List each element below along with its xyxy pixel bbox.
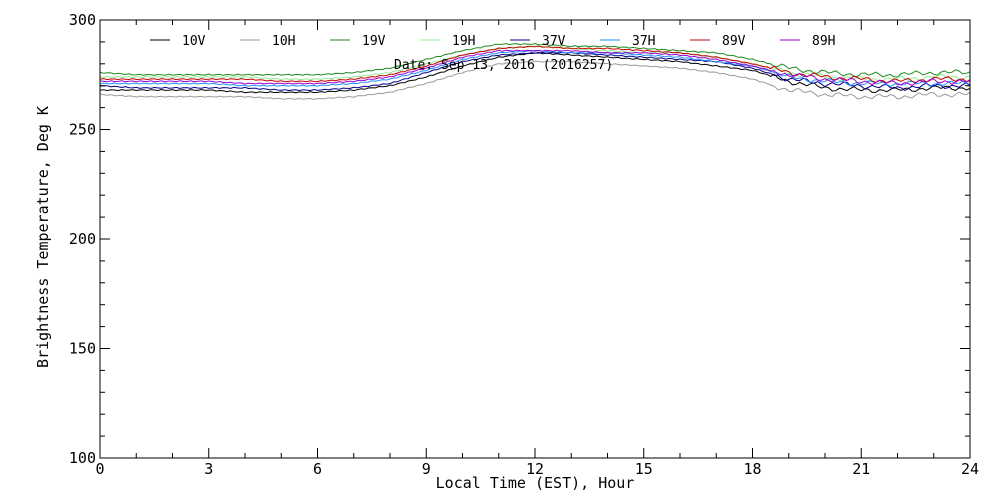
legend-label-10v: 10V (182, 34, 206, 49)
y-tick-label: 100 (69, 449, 96, 467)
legend-label-37v: 37V (542, 34, 566, 49)
x-tick-label: 24 (961, 460, 979, 478)
x-tick-label: 21 (852, 460, 870, 478)
legend-label-19h: 19H (452, 34, 475, 49)
y-tick-label: 250 (69, 121, 96, 139)
series-line-89v (99, 45, 971, 84)
series-line-19v (99, 42, 971, 78)
plot-frame (99, 19, 971, 459)
legend-label-19v: 19V (362, 34, 386, 49)
x-tick-label: 15 (635, 460, 653, 478)
y-tick-label: 150 (69, 340, 96, 358)
axis-ticks (99, 19, 971, 459)
x-axis-title: Local Time (EST), Hour (436, 474, 635, 492)
series-line-10h (99, 60, 971, 100)
x-tick-label: 6 (313, 460, 322, 478)
axis-tick-labels: 0 3 6 9 12 15 18 21 24 100 150 200 250 300 (69, 11, 979, 478)
x-tick-label: 3 (204, 460, 213, 478)
series-line-19h (99, 45, 971, 83)
x-tick-label: 0 (95, 460, 104, 478)
legend: 10V 10H 19V 19H 37V 37H 89V 89H (150, 34, 835, 49)
legend-label-10h: 10H (272, 34, 295, 49)
y-tick-label: 200 (69, 230, 96, 248)
y-axis-title: Brightness Temperature, Deg K (34, 106, 52, 368)
legend-label-89h: 89H (812, 34, 835, 49)
y-tick-label: 300 (69, 11, 96, 29)
date-annotation: Date: Sep 13, 2016 (2016257) (394, 58, 613, 73)
x-tick-label: 12 (526, 460, 544, 478)
legend-label-37h: 37H (632, 34, 655, 49)
x-tick-label: 9 (422, 460, 431, 478)
series-line-37v (99, 51, 971, 92)
chart-marks (99, 42, 971, 100)
series-line-37h (99, 49, 971, 87)
x-tick-label: 18 (743, 460, 761, 478)
legend-label-89v: 89V (722, 34, 746, 49)
series-line-89h (99, 49, 971, 87)
